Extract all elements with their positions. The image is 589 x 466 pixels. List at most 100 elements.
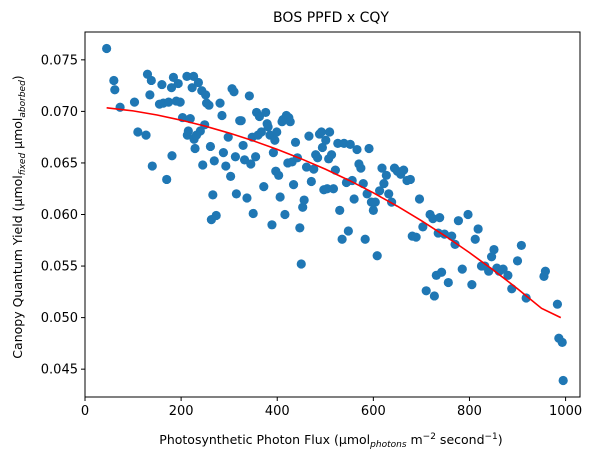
data-point [345, 139, 355, 149]
x-tick-label: 0 [81, 404, 89, 419]
x-axis-label: Photosynthetic Photon Flux (µmolphotons … [159, 432, 502, 450]
data-point [263, 122, 273, 132]
data-point [110, 85, 120, 95]
data-point [259, 182, 269, 192]
data-point [248, 208, 258, 219]
data-point [473, 224, 483, 234]
data-point [552, 299, 563, 309]
data-point [470, 234, 480, 244]
data-point [209, 156, 219, 166]
data-point [335, 205, 345, 215]
x-tick-label: 200 [169, 404, 194, 419]
data-point [309, 164, 319, 174]
x-tick-label: 800 [457, 404, 482, 419]
data-point [157, 79, 167, 90]
data-point [288, 180, 299, 190]
data-point [141, 130, 151, 140]
data-point [507, 284, 517, 294]
data-point [226, 171, 236, 181]
data-point [379, 178, 389, 189]
data-point [274, 170, 284, 180]
data-point [381, 170, 391, 180]
data-point [246, 159, 256, 169]
data-point [298, 202, 308, 212]
data-point [205, 141, 216, 152]
data-point [167, 151, 177, 161]
data-point [321, 135, 331, 145]
data-point [201, 90, 211, 100]
data-point [244, 91, 254, 101]
data-point [208, 190, 218, 200]
data-point [364, 143, 374, 154]
data-point [453, 216, 464, 226]
data-point [164, 97, 174, 107]
data-point [540, 266, 551, 276]
data-point [399, 165, 409, 175]
y-tick-label: 0.065 [41, 156, 78, 171]
data-point [187, 83, 197, 93]
data-point [230, 152, 241, 162]
data-point [521, 293, 531, 303]
data-point [489, 244, 499, 255]
data-point [272, 127, 282, 137]
x-tick-label: 1000 [549, 404, 582, 419]
data-point [221, 161, 231, 171]
data-point [421, 286, 431, 296]
data-point [190, 143, 200, 154]
data-point [558, 375, 568, 386]
data-point [275, 192, 285, 202]
y-tick-label: 0.075 [41, 53, 78, 68]
data-point [301, 162, 312, 172]
data-point [463, 209, 473, 220]
data-point [343, 226, 353, 236]
data-point [486, 252, 497, 262]
data-point [368, 205, 378, 215]
data-points [102, 43, 568, 386]
data-point [304, 131, 314, 141]
data-point [168, 72, 179, 82]
data-point [414, 194, 425, 204]
data-point [147, 161, 157, 171]
y-axis-label: Canopy Quantum Yield (µmolfixed µmolabor… [10, 75, 28, 358]
fit-curve [106, 106, 562, 319]
data-point [242, 193, 252, 203]
data-point [313, 153, 323, 163]
data-point [447, 231, 457, 241]
data-point [349, 194, 359, 204]
data-point [162, 174, 172, 185]
data-point [189, 71, 199, 81]
data-point [375, 186, 385, 196]
y-tick-label: 0.060 [41, 208, 78, 223]
x-axis-ticks: 0 200 400 600 800 1000 [81, 397, 582, 419]
data-point [261, 107, 271, 118]
data-point [299, 195, 309, 205]
fit-line [106, 106, 562, 319]
data-point [267, 220, 277, 230]
data-point [223, 132, 233, 142]
data-point [198, 160, 208, 170]
data-point [270, 135, 280, 145]
data-point [166, 83, 177, 93]
data-point [356, 163, 366, 173]
data-point [296, 259, 306, 269]
data-point [145, 90, 155, 100]
data-point [211, 210, 221, 221]
data-point [217, 110, 227, 121]
y-axis-ticks: 0.045 0.050 0.055 0.060 0.065 0.070 0.075 [41, 53, 85, 378]
data-point [467, 280, 477, 290]
data-point [352, 144, 362, 155]
data-point [436, 267, 447, 277]
y-tick-label: 0.050 [41, 311, 78, 326]
data-point [306, 176, 316, 187]
data-point [173, 78, 183, 89]
x-tick-label: 400 [265, 404, 290, 419]
data-point [238, 140, 248, 151]
data-point [498, 264, 508, 274]
data-point [256, 127, 266, 137]
data-point [384, 189, 394, 199]
data-point [146, 75, 156, 86]
data-point [133, 127, 143, 137]
data-point [268, 148, 278, 158]
data-point [326, 150, 337, 160]
